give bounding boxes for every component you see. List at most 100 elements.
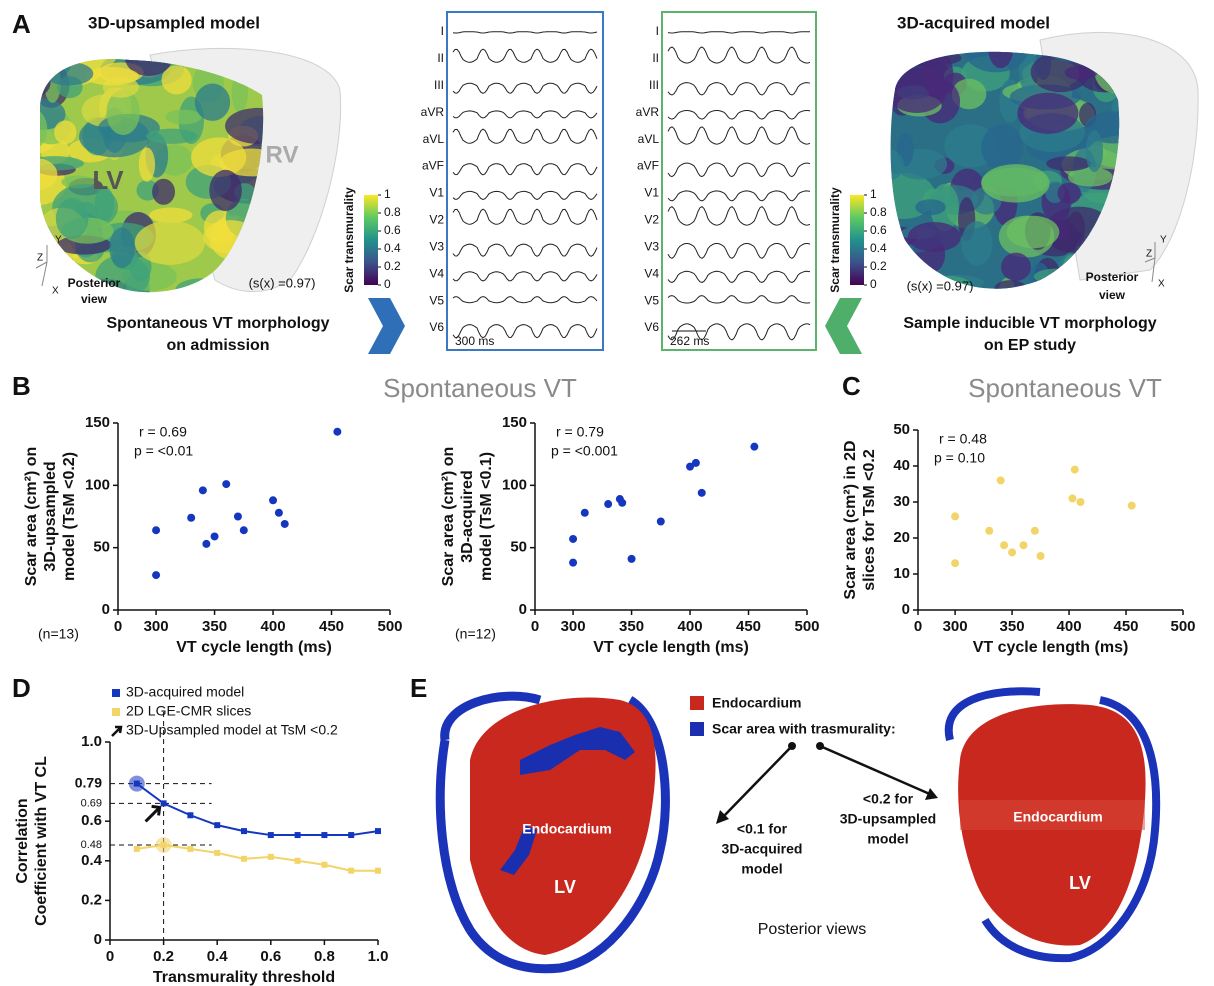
colorbar-tick-label: 0.4 — [870, 241, 887, 255]
heart-label: Endocardium — [1013, 809, 1102, 825]
lead-label: I — [441, 24, 444, 38]
x-tick-label: 0 — [114, 618, 122, 635]
caption: Spontaneous VT morphology — [106, 315, 329, 332]
ecg-trace — [668, 127, 810, 144]
series-marker — [134, 781, 140, 787]
x-tick-label: 0 — [531, 618, 539, 635]
ecg-trace — [668, 32, 810, 33]
surface-patch — [1067, 211, 1085, 246]
y-axis-label: Coefficient with VT CL — [33, 756, 50, 926]
surface-patch — [209, 170, 242, 211]
surface-patch — [208, 283, 230, 312]
x-axis-label: Transmurality threshold — [153, 969, 335, 986]
y-tick-label: 0 — [902, 601, 910, 618]
surface-patch — [995, 280, 1027, 296]
view-label: Posterior — [68, 276, 121, 290]
ecg-trace — [453, 244, 597, 256]
point — [1008, 548, 1016, 556]
axis-letter: Y — [55, 235, 62, 246]
view-label: Posterior — [1086, 270, 1139, 284]
note: (n=13) — [38, 626, 79, 642]
note: (n=12) — [455, 626, 496, 642]
x-tick-label: 350 — [202, 618, 227, 635]
x-tick-label: 0.8 — [314, 948, 335, 965]
y-axis-label: model (TsM <0.1) — [478, 452, 495, 581]
ecg-trace — [453, 209, 597, 224]
axis-letter: Y — [1160, 235, 1167, 246]
threshold-label: <0.2 for — [863, 791, 914, 807]
lead-label: aVR — [636, 105, 660, 119]
legend-label: 2D LGE-CMR slices — [126, 703, 251, 719]
y-tick-label: 20 — [893, 529, 910, 546]
chart-title: Spontaneous VT — [383, 373, 577, 403]
lead-label: V3 — [429, 239, 444, 253]
point — [1037, 552, 1045, 560]
colorbar-tick-label: 0.8 — [384, 205, 401, 219]
x-tick-label: 500 — [794, 618, 819, 635]
lv-label: LV — [92, 165, 124, 195]
point — [951, 512, 959, 520]
surface-patch — [165, 110, 201, 125]
lead-label: V3 — [644, 239, 659, 253]
lead-label: II — [652, 51, 659, 65]
lead-label: V5 — [644, 293, 659, 307]
point — [1128, 502, 1136, 510]
lead-label: V2 — [644, 213, 659, 227]
heart-label: Endocardium — [522, 821, 611, 837]
y-axis-label: 3D-acquired — [459, 470, 476, 562]
y-tick-label: 0 — [102, 601, 110, 618]
series-line — [137, 784, 378, 835]
surface-patch — [191, 137, 246, 177]
surface-patch — [109, 227, 135, 268]
lead-label: V4 — [429, 266, 444, 280]
annotation: p = <0.001 — [551, 443, 618, 459]
y-tick-label: 50 — [893, 421, 910, 438]
x-tick-label: 450 — [1114, 618, 1139, 635]
caption: Sample inducible VT morphology — [903, 315, 1156, 332]
surface-patch — [16, 67, 50, 97]
point — [222, 480, 230, 488]
ecg-trace — [453, 272, 597, 281]
axis-glyph — [36, 245, 47, 286]
rv-label: RV — [266, 141, 299, 168]
lead-label: aVF — [637, 159, 659, 173]
lead-label: aVL — [638, 132, 660, 146]
colorbar-tick-label: 0.4 — [384, 241, 401, 255]
caption: on EP study — [984, 337, 1076, 354]
series-marker — [161, 842, 167, 848]
ecg-trace — [453, 83, 597, 93]
x-axis-label: VT cycle length (ms) — [176, 639, 332, 656]
surface-patch — [14, 108, 48, 150]
x-axis-label: VT cycle length (ms) — [593, 639, 749, 656]
lead-label: V1 — [429, 186, 444, 200]
point — [240, 526, 248, 534]
surface-patch — [139, 147, 155, 181]
y-tick-label: 100 — [85, 476, 110, 493]
surface-patch — [1034, 269, 1077, 285]
lead-label: III — [649, 78, 659, 92]
similarity: (s(x) =0.97) — [907, 278, 974, 293]
series-marker — [321, 832, 327, 838]
chevron — [825, 298, 862, 354]
surface-patch — [54, 120, 76, 144]
surface-patch — [17, 158, 58, 190]
axis-letter: Z — [1146, 249, 1152, 260]
panel-label: A — [12, 9, 31, 39]
surface-patch — [897, 29, 923, 69]
colorbar-label: Scar transmurality — [828, 187, 842, 293]
x-tick-label: 450 — [319, 618, 344, 635]
legend-label: 3D-acquired model — [126, 684, 244, 700]
chart-title: Spontaneous VT — [968, 373, 1162, 403]
y-axis-label: 3D-upsampled — [42, 461, 59, 571]
point — [569, 559, 577, 567]
point — [211, 532, 219, 540]
lead-label: V2 — [429, 213, 444, 227]
h-reference-label: 0.48 — [81, 839, 102, 851]
point — [628, 555, 636, 563]
ecg-trace — [668, 83, 810, 95]
series-marker — [375, 868, 381, 874]
surface-patch — [961, 221, 992, 266]
ecg-trace — [668, 163, 810, 177]
heart-label: LV — [1069, 873, 1091, 893]
y-tick-label: 150 — [85, 414, 110, 431]
